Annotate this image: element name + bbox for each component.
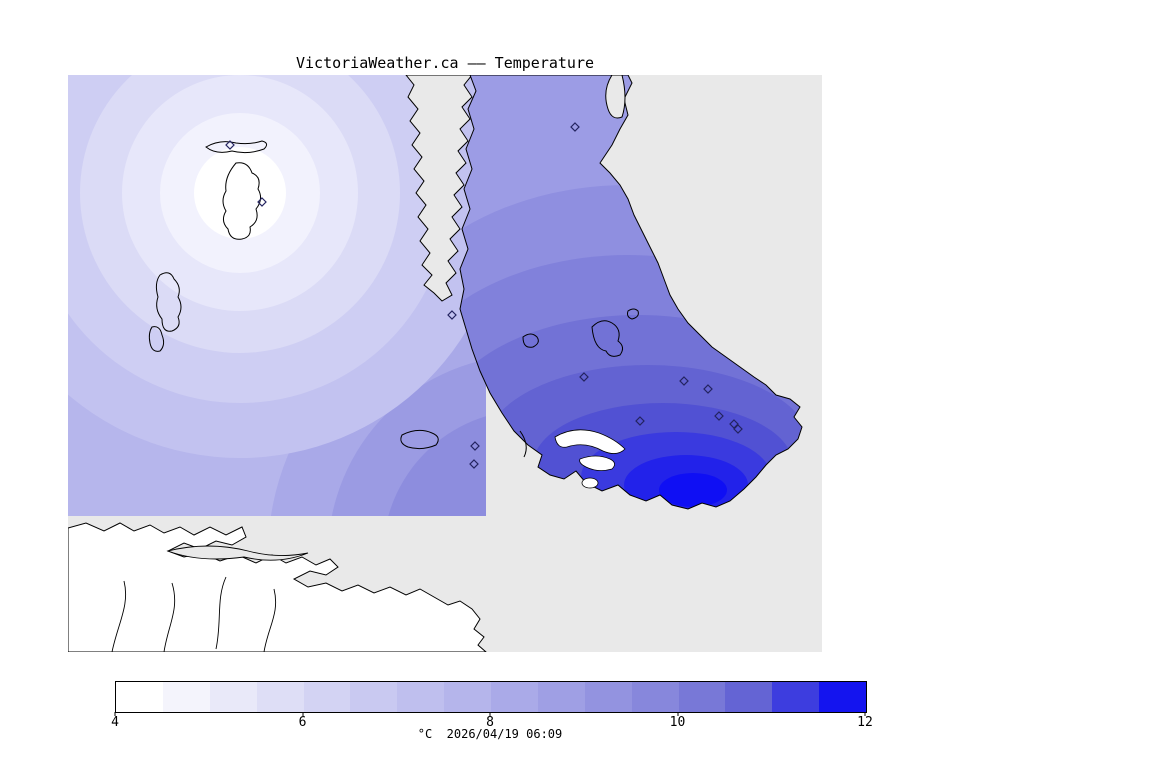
station-diamond-icon xyxy=(469,459,479,469)
tick-mark xyxy=(677,712,678,716)
colorbar-segment xyxy=(303,682,351,712)
temperature-map xyxy=(68,75,822,652)
tick-label: 4 xyxy=(111,715,119,730)
station-diamond-icon xyxy=(257,197,267,207)
colorbar-segment xyxy=(444,682,491,712)
colorbar-segment xyxy=(397,682,445,712)
station-diamond-icon xyxy=(447,310,457,320)
colorbar-segment xyxy=(537,682,585,712)
page-title: VictoriaWeather.ca —— Temperature xyxy=(296,54,595,72)
tick-label: 8 xyxy=(486,715,494,730)
tick-label: 6 xyxy=(298,715,307,730)
tick-mark xyxy=(864,712,866,716)
station-markers xyxy=(225,122,743,469)
tick-mark xyxy=(489,712,491,716)
temperature-map-canvas xyxy=(68,75,822,652)
colorbar-segments xyxy=(115,681,867,713)
station-diamond-icon xyxy=(733,424,743,434)
colorbar-segment xyxy=(631,682,679,712)
station-diamond-icon xyxy=(679,376,689,386)
timestamp-label: 2026/04/19 06:09 xyxy=(446,727,563,741)
colorbar-ticks: 4 6 8 10 12 xyxy=(111,712,873,736)
tick-label: 10 xyxy=(669,715,686,730)
colorbar-segment xyxy=(162,682,210,712)
station-diamond-icon xyxy=(729,419,739,429)
caption-spacer xyxy=(432,727,446,741)
colorbar-segment xyxy=(584,682,632,712)
station-diamond-icon xyxy=(579,372,589,382)
station-diamond-icon xyxy=(635,416,645,426)
south-land xyxy=(68,522,487,652)
mainland-coastline xyxy=(405,75,473,302)
station-diamond-icon xyxy=(703,384,713,394)
colorbar-segment xyxy=(116,682,163,712)
colorbar-segment xyxy=(256,682,304,712)
colorbar-segment xyxy=(491,682,538,712)
colorbar-segment xyxy=(772,682,820,712)
colorbar-segment xyxy=(819,682,866,712)
channel-shapes xyxy=(554,429,626,489)
tick-label: 12 xyxy=(857,715,873,730)
tick-mark xyxy=(302,712,303,716)
inlet-notch xyxy=(605,75,626,119)
colorbar-segment xyxy=(209,682,257,712)
small-island-outlines xyxy=(148,140,639,458)
colorbar-segment xyxy=(678,682,726,712)
colorbar-caption: °C 2026/04/19 06:09 xyxy=(115,727,865,741)
unit-label: °C xyxy=(417,727,433,741)
station-diamond-icon xyxy=(570,122,580,132)
tick-mark xyxy=(114,712,116,716)
station-diamond-icon xyxy=(714,411,724,421)
colorbar-segment xyxy=(725,682,773,712)
station-diamond-icon xyxy=(470,441,480,451)
colorbar-segment xyxy=(350,682,398,712)
station-diamond-icon xyxy=(225,140,235,150)
